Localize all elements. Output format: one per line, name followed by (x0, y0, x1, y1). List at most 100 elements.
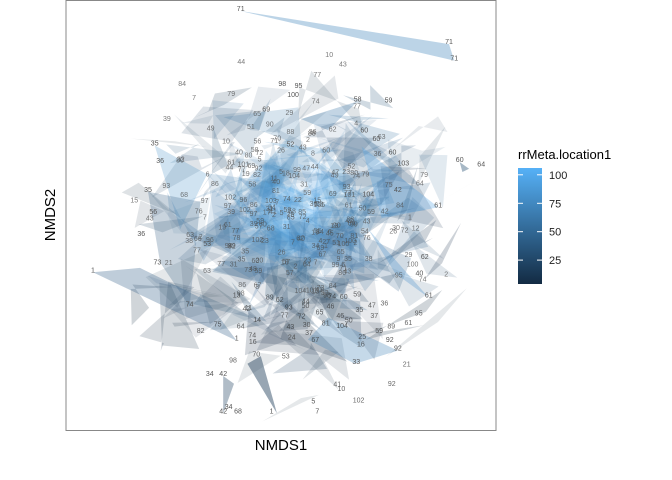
point-label: 36 (381, 300, 389, 307)
point-label: 7 (192, 95, 196, 102)
group-hull (337, 209, 359, 233)
point-label: 2 (272, 212, 276, 219)
point-label: 64 (237, 324, 245, 331)
point-label: 38 (346, 217, 354, 224)
group-hull (268, 164, 279, 213)
group-hull (345, 197, 407, 217)
point-label: 47 (368, 303, 376, 310)
point-label: 24 (288, 335, 296, 342)
point-label: 35 (344, 256, 352, 263)
point-label: 88 (308, 131, 316, 138)
group-hull (297, 230, 379, 271)
point-label: 39 (250, 221, 258, 228)
group-hull (257, 149, 347, 188)
point-label: 67 (311, 337, 319, 344)
group-hull (300, 141, 333, 190)
point-label: 99 (332, 262, 340, 269)
point-label: 2 (199, 234, 203, 241)
group-hull (159, 282, 242, 349)
group-hull (274, 241, 314, 293)
point-label: 74 (419, 276, 427, 283)
group-hull (167, 197, 228, 253)
group-hull (147, 190, 204, 242)
group-hull (336, 145, 417, 190)
point-label: 86 (211, 181, 219, 188)
group-hull (326, 196, 370, 230)
point-label: 57 (286, 270, 294, 277)
group-hull (343, 85, 394, 110)
point-label: 66 (194, 236, 202, 243)
group-hull (243, 216, 301, 269)
point-label: 31 (300, 181, 308, 188)
point-label: 27 (322, 239, 330, 246)
group-hull (272, 210, 324, 233)
point-label: 69 (329, 191, 337, 198)
group-hull (221, 214, 278, 263)
group-hull (312, 207, 341, 262)
group-hull (268, 147, 334, 212)
group-hull (243, 287, 309, 330)
group-hull (240, 11, 455, 61)
group-hull (216, 204, 277, 219)
point-label: 5 (280, 210, 284, 217)
point-label: 79 (362, 171, 370, 178)
point-label: 15 (130, 198, 138, 205)
group-hull (310, 185, 321, 236)
group-hull (316, 137, 397, 163)
point-label: 102 (239, 207, 251, 214)
point-label: 102 (252, 237, 264, 244)
point-label: 72 (298, 314, 306, 321)
point-label: 84 (316, 229, 324, 236)
point-label: 77 (281, 313, 289, 320)
point-label: 7 (314, 259, 318, 266)
group-hull (172, 321, 217, 327)
point-label: 3 (255, 284, 259, 291)
group-hull (243, 196, 318, 209)
point-label: 7 (315, 409, 319, 416)
group-hull (278, 288, 322, 332)
point-label: 19 (218, 225, 226, 232)
point-label: 58 (251, 147, 259, 154)
legend-tick-label: 25 (549, 255, 561, 267)
point-label: 36 (374, 151, 382, 158)
point-label: 2 (306, 137, 310, 144)
group-hull (224, 161, 288, 211)
point-label: 30 (392, 225, 400, 232)
point-label: 42 (394, 187, 402, 194)
group-hull (304, 170, 356, 208)
group-hull (310, 195, 369, 254)
point-label: 79 (420, 172, 428, 179)
point-label: 64 (477, 162, 485, 169)
point-label: 60 (259, 221, 267, 228)
legend-title: rrMeta.location1 (518, 147, 611, 162)
group-hull (287, 217, 354, 284)
group-hull (342, 206, 371, 274)
point-label: 61 (434, 202, 442, 209)
point-label: 30 (303, 322, 311, 329)
point-label: 44 (237, 59, 245, 66)
point-label: 86 (238, 282, 246, 289)
group-hull (138, 216, 204, 233)
point-label: 47 (302, 165, 310, 172)
point-label: 14 (253, 317, 261, 324)
point-label: 35 (241, 249, 249, 256)
point-label: 102 (353, 398, 365, 405)
point-label: 74 (248, 332, 256, 339)
group-hull (269, 257, 296, 270)
point-label: 26 (278, 250, 286, 257)
group-hull (339, 196, 390, 239)
point-label: 103 (265, 198, 277, 205)
group-hull (237, 351, 281, 383)
group-hull (375, 139, 446, 202)
point-label: 43 (363, 219, 371, 226)
point-label: 65 (337, 249, 345, 256)
point-label: 13 (311, 288, 319, 295)
group-hull (307, 317, 398, 364)
group-hull (254, 179, 309, 250)
point-label: 35 (144, 187, 152, 194)
group-hull (181, 106, 254, 175)
point-label: 21 (165, 260, 173, 267)
point-label: 60 (389, 149, 397, 156)
point-label: 61 (227, 160, 235, 167)
point-label: 4 (319, 238, 323, 245)
